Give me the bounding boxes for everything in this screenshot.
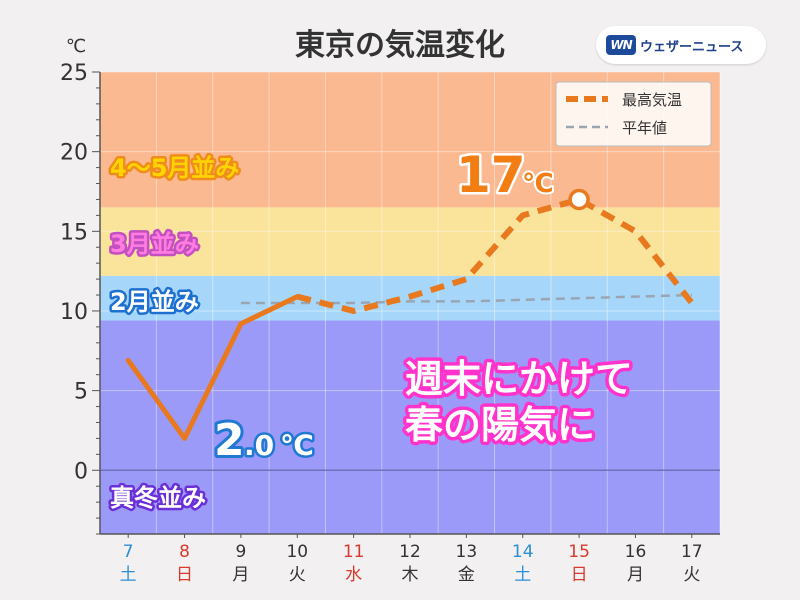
band-1: [100, 207, 720, 276]
max-annotation-value: 17: [456, 146, 526, 204]
y-tick-label: 10: [60, 300, 88, 325]
x-tick-weekday: 火: [289, 565, 306, 585]
weathernews-logo-icon: WN: [606, 35, 636, 55]
x-tick-weekday: 土: [514, 565, 531, 585]
x-tick-day: 9: [235, 542, 246, 562]
y-tick-label: 20: [60, 141, 88, 166]
x-tick-weekday: 木: [402, 565, 419, 585]
x-tick-weekday: 日: [176, 565, 193, 585]
x-tick-day: 11: [343, 542, 365, 562]
band-label: 3月並み: [110, 230, 199, 258]
y-tick-label: 5: [74, 380, 88, 405]
y-tick-label: 15: [60, 220, 88, 245]
x-tick-day: 10: [286, 542, 308, 562]
x-tick-day: 12: [399, 542, 421, 562]
max-annotation-unit: ℃: [522, 169, 553, 199]
x-tick-weekday: 日: [571, 565, 588, 585]
x-tick-day: 7: [123, 542, 134, 562]
y-tick-label: 0: [74, 459, 88, 484]
message-line-2: 春の陽気に: [405, 403, 595, 447]
legend-max-label: 最高気温: [622, 91, 682, 109]
min-annotation-value: 2: [214, 415, 245, 466]
band-3: [100, 320, 720, 534]
min-annotation-decimal: .0: [244, 429, 274, 462]
series-normal-line: [240, 293, 692, 305]
x-tick-weekday: 火: [683, 565, 700, 585]
y-tick-label: 25: [60, 61, 88, 86]
peak-marker: [568, 188, 590, 211]
x-tick-day: 17: [681, 542, 703, 562]
x-tick-day: 13: [456, 542, 478, 562]
y-unit-label: ℃: [66, 36, 86, 57]
x-tick-weekday: 土: [120, 565, 137, 585]
message-line-1: 週末にかけて: [405, 357, 633, 401]
x-tick-day: 14: [512, 542, 534, 562]
min-annotation-unit: ℃: [280, 429, 314, 462]
x-tick-weekday: 月: [627, 565, 644, 585]
series-max-observed-line: [125, 294, 300, 441]
x-tick-day: 15: [568, 542, 590, 562]
x-tick-day: 16: [625, 542, 647, 562]
x-tick-weekday: 月: [232, 565, 249, 585]
band-label: 2月並み: [110, 288, 199, 316]
weathernews-badge: WN ウェザーニュース: [596, 26, 766, 64]
band-label: 真冬並み: [110, 484, 206, 512]
chart-title: 東京の気温変化: [295, 28, 505, 63]
legend-normal-label: 平年値: [622, 119, 667, 137]
series-max-forecast-line: [296, 196, 695, 314]
x-tick-weekday: 水: [345, 565, 362, 585]
x-tick-day: 8: [179, 542, 190, 562]
band-label: 4〜5月並み: [110, 154, 239, 182]
x-tick-weekday: 金: [458, 565, 475, 585]
brand-name: ウェザーニュース: [640, 40, 744, 55]
